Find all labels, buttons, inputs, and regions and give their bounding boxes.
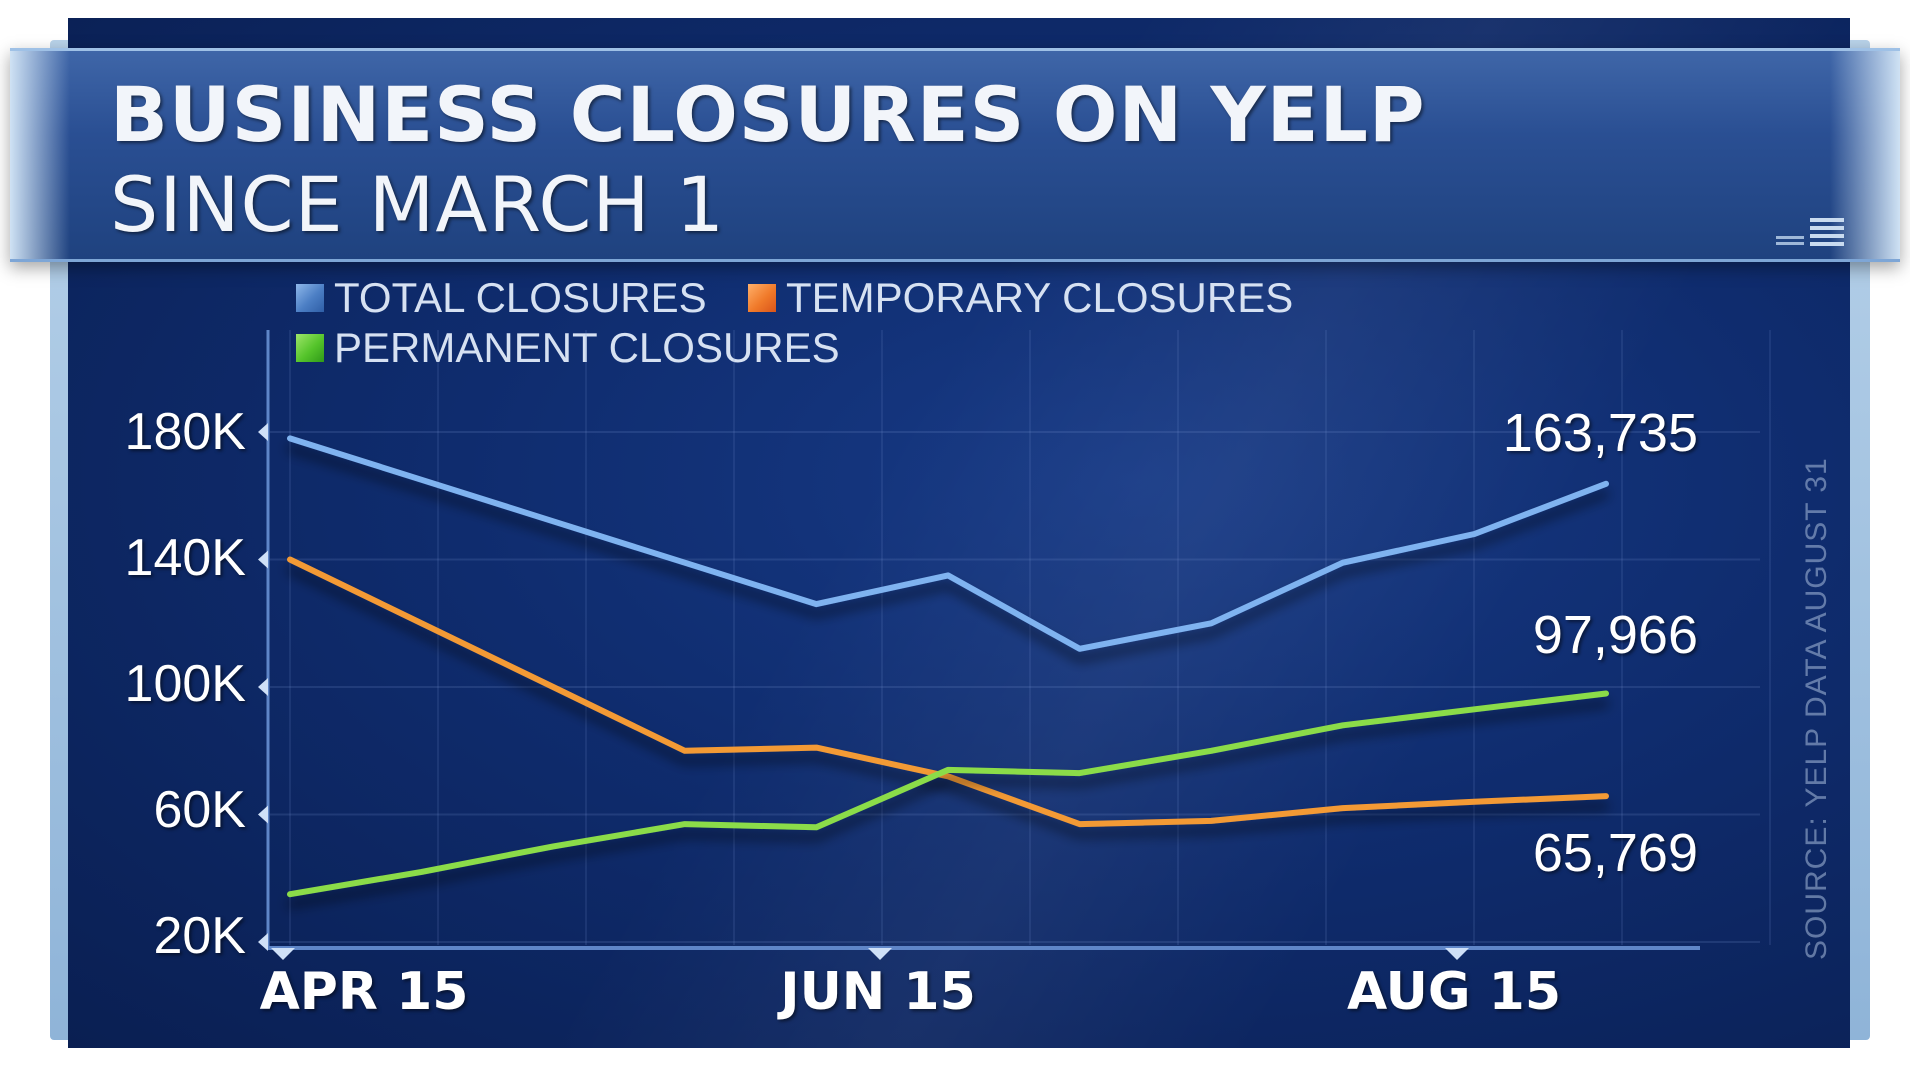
legend-swatch-total — [296, 284, 324, 312]
series-line-total-closures — [287, 435, 1609, 652]
y-tick-label: 140K — [124, 529, 246, 587]
series-line-temporary-closures — [287, 556, 1609, 828]
x-tick-label: JUN 15 — [780, 962, 976, 1022]
legend-label-total: TOTAL CLOSURES — [334, 274, 707, 321]
y-tick-label: 100K — [124, 655, 246, 713]
x-tick-label: AUG 15 — [1346, 962, 1562, 1022]
legend-item-total: TOTAL CLOSURES — [296, 274, 707, 321]
y-tick-marker — [258, 678, 268, 696]
y-tick-label: 20K — [153, 907, 246, 965]
legend-item-permanent: PERMANENT CLOSURES — [296, 324, 840, 371]
legend-swatch-permanent — [296, 334, 324, 362]
legend-label-temporary: TEMPORARY CLOSURES — [786, 274, 1294, 321]
data-label-temporary-end: 65,769 — [1532, 823, 1698, 883]
legend-item-temporary: TEMPORARY CLOSURES — [748, 274, 1293, 321]
data-label-permanent-end: 97,966 — [1532, 605, 1698, 665]
decorative-bars-icon — [1776, 218, 1844, 246]
legend-swatch-temporary — [748, 284, 776, 312]
axes — [258, 330, 1700, 960]
series-lines — [287, 435, 1609, 898]
x-tick-marker — [868, 948, 892, 960]
source-note: SOURCE: YELP DATA AUGUST 31 — [1800, 457, 1833, 960]
y-tick-marker — [258, 550, 268, 569]
chart-title: BUSINESS CLOSURES ON YELP — [110, 70, 1426, 159]
chart-subtitle: SINCE MARCH 1 — [110, 160, 726, 249]
y-tick-marker — [258, 933, 268, 951]
x-tick-label: APR 15 — [259, 962, 469, 1022]
y-tick-marker — [258, 805, 268, 824]
y-tick-label: 60K — [153, 781, 246, 839]
x-tick-marker — [271, 948, 295, 960]
y-tick-label: 180K — [124, 403, 246, 461]
title-bar — [10, 48, 1900, 262]
series-line-permanent-closures — [287, 690, 1609, 898]
legend-label-permanent: PERMANENT CLOSURES — [334, 324, 840, 371]
grid-lines — [270, 330, 1771, 945]
x-tick-marker — [1445, 948, 1469, 960]
data-label-total-end: 163,735 — [1502, 403, 1698, 463]
y-tick-marker — [258, 423, 268, 441]
